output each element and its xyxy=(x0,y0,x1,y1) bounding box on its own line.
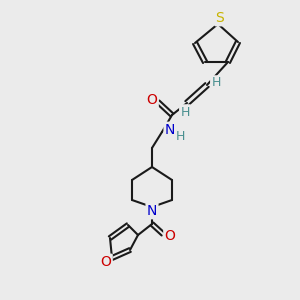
Text: S: S xyxy=(216,11,224,25)
Text: H: H xyxy=(175,130,185,143)
Text: H: H xyxy=(211,76,221,89)
Text: O: O xyxy=(165,229,176,243)
Text: H: H xyxy=(180,106,190,118)
Text: O: O xyxy=(147,93,158,107)
Text: O: O xyxy=(100,255,111,269)
Text: N: N xyxy=(147,204,157,218)
Text: N: N xyxy=(165,123,175,137)
